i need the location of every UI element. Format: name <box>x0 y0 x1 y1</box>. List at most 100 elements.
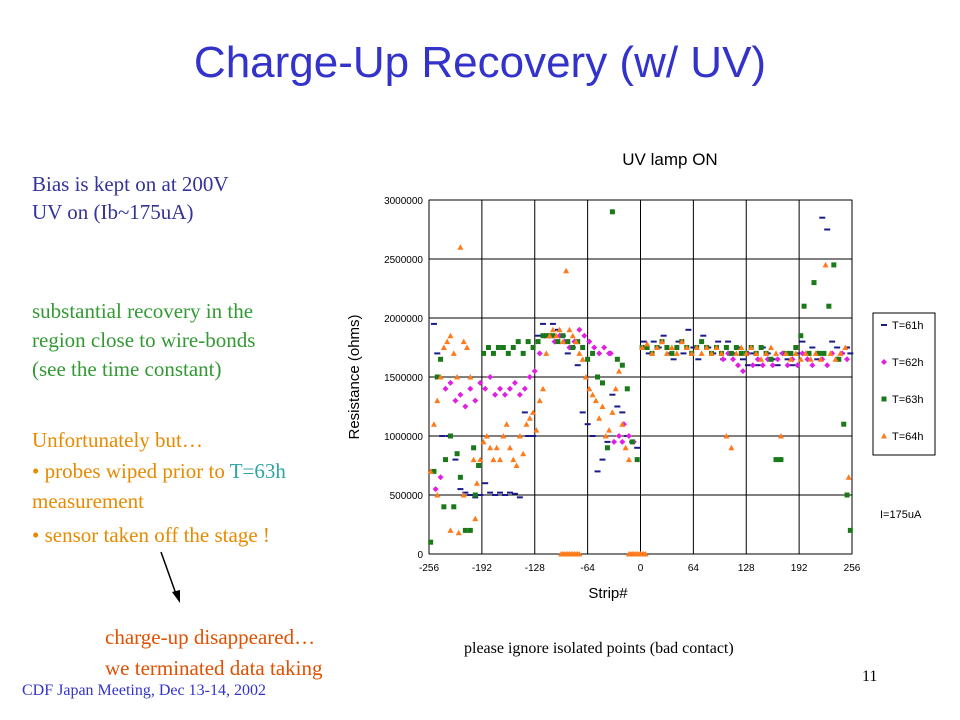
legend-label: T=61h <box>892 320 924 332</box>
data-point <box>604 440 611 443</box>
x-tick-label: 128 <box>738 563 755 574</box>
data-point <box>495 345 501 350</box>
footer: CDF Japan Meeting, Dec 13-14, 2002 <box>22 682 266 699</box>
data-point <box>649 350 656 356</box>
data-point <box>535 334 542 337</box>
zero-points <box>558 551 649 557</box>
probes-text: • probes wiped prior to T=63h <box>32 458 286 485</box>
data-point <box>784 362 791 369</box>
data-point <box>821 350 827 356</box>
data-point <box>625 456 632 463</box>
data-point <box>768 356 774 362</box>
data-point <box>530 435 537 437</box>
chart-svg: UV lamp ON 0 500000 1000000 1500000 2000000 2… <box>346 150 936 602</box>
data-point <box>616 368 623 374</box>
data-point <box>674 345 680 350</box>
ignore-note: please ignore isolated points (bad conta… <box>464 640 734 657</box>
data-point <box>832 356 839 362</box>
data-point <box>566 326 573 333</box>
data-point <box>549 322 556 325</box>
data-point <box>487 444 494 451</box>
data-point <box>485 345 491 350</box>
data-point <box>513 462 520 468</box>
data-point <box>482 385 489 392</box>
data-point <box>550 333 556 339</box>
data-point <box>586 385 593 392</box>
data-point <box>693 344 700 350</box>
data-point <box>555 339 561 345</box>
data-point <box>725 340 732 343</box>
data-point <box>718 350 725 356</box>
data-point <box>809 362 816 369</box>
data-point <box>520 350 526 356</box>
data-point <box>688 350 695 356</box>
data-point <box>457 474 463 480</box>
data-point <box>739 368 746 375</box>
data-point <box>827 350 834 356</box>
legend-label: T=63h <box>892 394 924 406</box>
data-point <box>654 344 661 350</box>
data-point <box>798 333 804 339</box>
data-point <box>502 391 509 398</box>
data-point <box>807 356 814 362</box>
data-point <box>788 350 794 356</box>
data-point <box>452 397 459 404</box>
data-point <box>753 350 760 356</box>
data-point <box>844 492 850 498</box>
data-point <box>506 444 513 451</box>
data-point <box>749 362 756 369</box>
data-point <box>573 338 580 345</box>
data-point <box>516 433 523 439</box>
data-point <box>733 345 739 350</box>
data-point <box>497 456 504 463</box>
data-point <box>430 322 437 325</box>
data-point <box>640 340 647 343</box>
current-annotation: I=175uA <box>880 509 922 521</box>
y-tick-labels: 0 500000 1000000 1500000 2000000 2500000 30000… <box>384 196 423 561</box>
data-point <box>758 345 764 350</box>
data-point <box>536 350 543 357</box>
legend-box <box>872 312 936 456</box>
data-point <box>472 492 478 498</box>
data-point <box>596 415 603 421</box>
data-point <box>619 411 626 414</box>
data-point <box>511 379 518 386</box>
data-point <box>723 345 729 350</box>
data-point <box>609 409 616 415</box>
data-point <box>817 356 824 362</box>
data-point <box>616 433 623 439</box>
slide-title: Charge-Up Recovery (w/ UV) <box>193 38 767 87</box>
data-point <box>777 433 784 439</box>
data-point <box>476 463 482 468</box>
data-point <box>428 539 434 545</box>
data-point <box>592 397 599 404</box>
data-point <box>490 350 496 356</box>
data-point <box>596 350 603 357</box>
data-point <box>438 356 444 362</box>
data-point <box>559 338 566 345</box>
data-point <box>482 482 489 485</box>
data-point <box>444 338 451 345</box>
data-point <box>739 358 746 361</box>
data-point <box>792 350 799 356</box>
data-point <box>460 338 467 345</box>
data-point <box>506 491 513 494</box>
data-point <box>434 374 440 380</box>
data-point <box>526 374 533 380</box>
probes-prefix: • probes wiped prior to <box>32 459 230 483</box>
data-point <box>834 346 841 349</box>
data-point <box>794 362 801 369</box>
y-tick-label: 1000000 <box>384 432 423 443</box>
data-point <box>619 362 625 368</box>
data-point <box>434 397 441 404</box>
data-point <box>582 374 589 380</box>
data-point <box>590 350 596 356</box>
data-point <box>462 403 469 410</box>
data-point <box>847 352 854 355</box>
data-point <box>549 326 556 333</box>
data-point <box>826 303 832 309</box>
data-point <box>733 350 740 356</box>
legend-label: T=62h <box>892 357 924 369</box>
data-point <box>822 261 829 268</box>
data-point <box>586 338 593 345</box>
